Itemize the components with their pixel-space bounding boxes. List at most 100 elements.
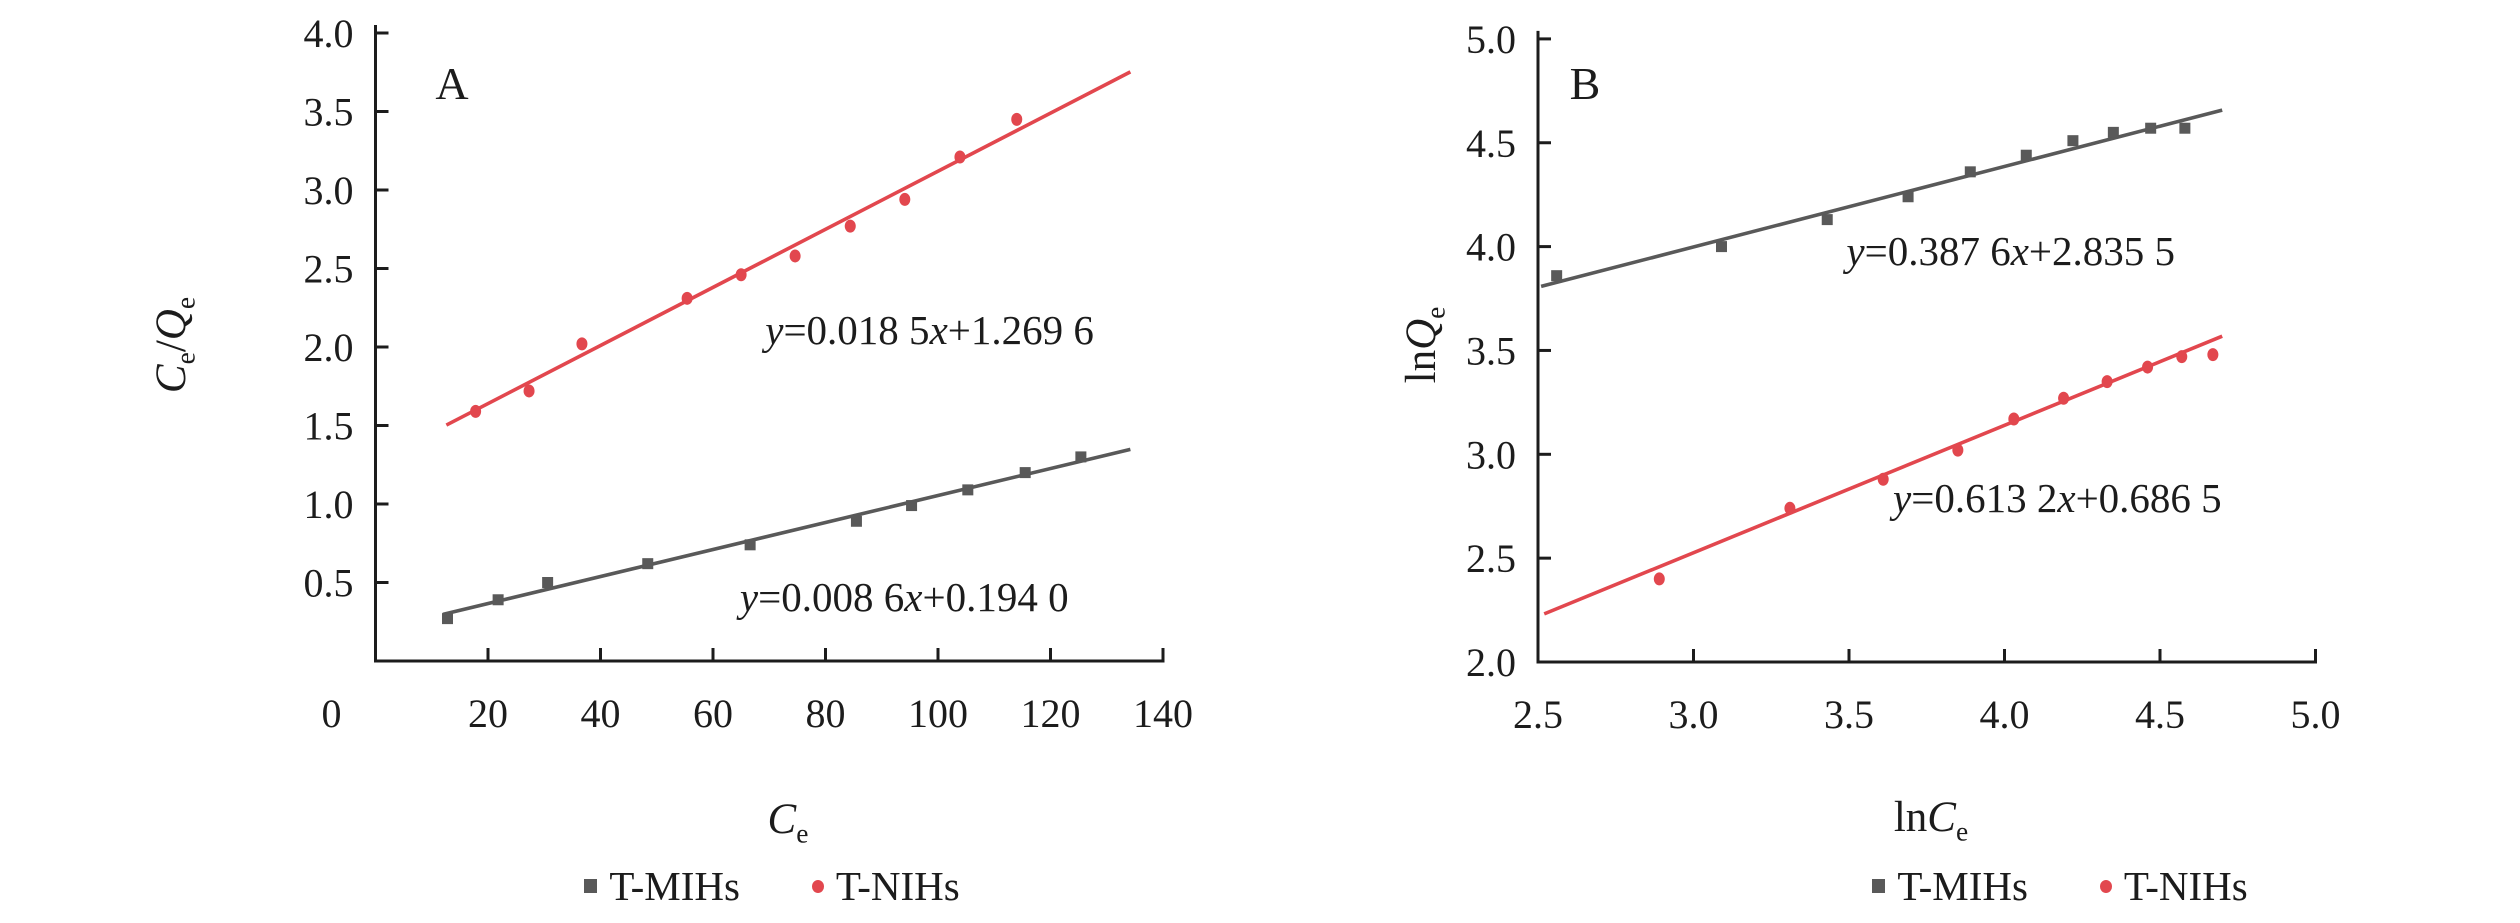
data-point-t-mihs [1019, 467, 1031, 479]
legend-item-t-nihs: T-NIHs [811, 862, 960, 910]
data-point-t-nihs [2101, 375, 2113, 389]
x-tick-label: 20 [468, 691, 508, 736]
legend-label: T-NIHs [835, 863, 960, 909]
data-point-t-mihs [442, 613, 453, 625]
data-point-t-nihs [1784, 501, 1796, 515]
y-tick-label: 3.5 [1466, 328, 1516, 373]
x-tick-label: 140 [1133, 691, 1193, 736]
legend-label: T-MIHs [1897, 863, 2028, 909]
data-point-t-nihs [470, 404, 482, 418]
data-point-t-mihs [850, 515, 862, 527]
y-tick-label: 1.5 [304, 404, 354, 449]
y-tick-label: 1.0 [304, 482, 354, 527]
data-point-t-nihs [523, 384, 535, 398]
legend-panel-a: T-MIHs T-NIHs [372, 860, 1172, 912]
x-tick-label: 5.0 [2291, 692, 2341, 737]
data-point-t-nihs [2058, 391, 2070, 405]
legend-label: T-MIHs [609, 863, 740, 909]
data-point-t-mihs [542, 577, 554, 588]
y-tick-label: 2.0 [304, 325, 354, 370]
x-tick-label: 3.5 [1824, 692, 1874, 737]
x-tick-label: 80 [806, 691, 846, 736]
data-point-t-mihs [1075, 451, 1087, 463]
plot-area-B: 2.5 3.0 3.5 4.0 4.5 5.0 2.0 2.5 3.0 3.5 4.0 4.5 5.0 [1466, 17, 2341, 737]
legend-item-t-mihs: T-MIHs [1872, 862, 2028, 910]
data-point-t-nihs [1877, 472, 1889, 486]
equation-t-nihs: y=0.018 5x+1.269 6 [765, 306, 1094, 353]
data-point-t-mihs [1715, 241, 1727, 253]
data-point-t-mihs [962, 484, 974, 496]
data-point-t-nihs [735, 268, 747, 282]
data-point-t-mihs [2020, 149, 2032, 161]
panel-letter-b: B [1569, 58, 1601, 109]
data-point-t-mihs [1902, 191, 1914, 203]
equation-t-nihs: y=0.613 2x+0.686 5 [1893, 474, 2222, 521]
x-tick-label: 100 [908, 691, 968, 736]
x-tick-label: 60 [693, 691, 733, 736]
circle-marker-icon [811, 879, 824, 893]
data-point-t-nihs [2142, 360, 2154, 374]
legend-label: T-NIHs [2123, 863, 2248, 909]
y-tick-label: 0.5 [304, 561, 354, 606]
data-point-t-nihs [2176, 350, 2188, 364]
data-point-t-mihs [2107, 126, 2119, 138]
equation-t-mihs: y=0.387 6x+2.835 5 [1846, 227, 2176, 274]
data-point-t-nihs [844, 219, 856, 233]
x-tick-label: 40 [581, 691, 621, 736]
y-tick-label: 4.0 [1466, 225, 1516, 270]
legend-item-t-mihs: T-MIHs [584, 862, 740, 910]
y-tick-label: 4.0 [304, 11, 354, 56]
data-point-t-nihs [1011, 112, 1023, 126]
legend-panel-b: T-MIHs T-NIHs [1660, 860, 2460, 912]
data-point-t-mihs [906, 500, 918, 512]
y-tick-label: 4.5 [1466, 121, 1516, 166]
y-tick-label: 3.5 [304, 90, 354, 135]
square-marker-icon [1872, 879, 1886, 893]
x-axis-title: Ce [767, 796, 809, 849]
y-tick-label: 5.0 [1466, 17, 1516, 62]
data-point-t-mihs [1821, 214, 1833, 226]
data-point-t-nihs [1952, 443, 1964, 457]
y-tick-label: 2.5 [1466, 536, 1516, 581]
x-tick-label: 0 [322, 691, 342, 736]
data-point-t-mihs [492, 594, 504, 606]
x-axis-title: lnCe [1893, 794, 1969, 847]
data-point-t-nihs [681, 291, 693, 305]
y-tick-label: 2.0 [1466, 640, 1516, 685]
data-point-t-nihs [2008, 412, 2020, 426]
x-tick-label: 120 [1021, 691, 1081, 736]
plot-area-A: 0 20 40 60 80 100 120 140 0.5 1.0 1.5 2.0 2.5 3.0 3.5 4… [304, 11, 1194, 736]
data-point-t-mihs [2145, 122, 2157, 134]
data-point-t-nihs [789, 249, 801, 263]
data-point-t-mihs [2179, 122, 2191, 134]
data-point-t-nihs [576, 337, 588, 351]
panel-langmuir: 0 20 40 60 80 100 120 140 0.5 1.0 1.5 2.0 2.5 3.0 3.5 4… [148, 11, 1194, 849]
y-tick-label: 2.5 [304, 247, 354, 292]
legend-item-t-nihs: T-NIHs [2099, 862, 2248, 910]
y-axis-title: Ce/Qe [148, 296, 201, 394]
fit-line-t-mihs [1540, 108, 2223, 289]
data-point-t-mihs [1964, 166, 1976, 178]
data-point-t-nihs [899, 192, 911, 206]
square-marker-icon [584, 879, 598, 893]
data-point-t-mihs [642, 558, 654, 570]
data-point-t-mihs [1551, 270, 1563, 282]
data-point-t-nihs [954, 150, 966, 164]
x-tick-label: 3.0 [1669, 692, 1719, 737]
data-point-t-mihs [2067, 135, 2079, 147]
y-axis-title: lnQe [1398, 306, 1451, 384]
panel-letter-a: A [435, 58, 469, 109]
equation-t-mihs: y=0.008 6x+0.194 0 [739, 573, 1069, 620]
data-point-t-mihs [744, 539, 756, 551]
panel-freundlich: 2.5 3.0 3.5 4.0 4.5 5.0 2.0 2.5 3.0 3.5 4.0 4.5 5.0 y… [1260, 0, 2520, 923]
x-tick-label: 4.5 [2135, 692, 2185, 737]
circle-marker-icon [2099, 879, 2112, 893]
y-tick-label: 3.0 [1466, 432, 1516, 477]
data-point-t-nihs [1653, 572, 1665, 586]
x-tick-label: 4.0 [1980, 692, 2030, 737]
x-tick-label: 2.5 [1513, 692, 1563, 737]
y-tick-label: 3.0 [304, 168, 354, 213]
fit-line-t-nihs [445, 70, 1132, 427]
fit-line-t-mihs [442, 447, 1131, 617]
